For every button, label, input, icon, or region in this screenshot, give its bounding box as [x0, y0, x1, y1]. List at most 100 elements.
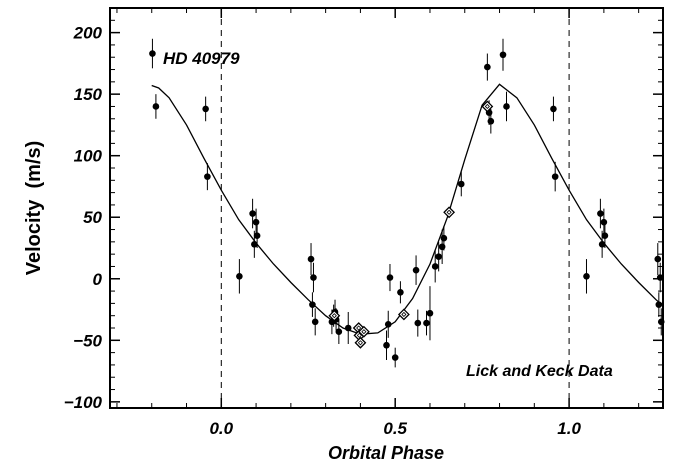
data-point	[597, 198, 604, 229]
y-tick-label: 200	[73, 24, 103, 43]
data-point-marker	[414, 319, 422, 327]
data-point-marker	[657, 318, 665, 326]
data-point	[310, 262, 317, 293]
y-axis-title: Velocity (m/s)	[23, 141, 45, 276]
data-point	[423, 310, 430, 336]
data-point	[391, 347, 399, 368]
x-tick-label: 0.0	[209, 419, 233, 438]
data-point	[654, 243, 662, 276]
data-point	[412, 255, 420, 285]
data-point	[252, 208, 260, 236]
data-point	[487, 108, 495, 134]
model-curve-layer	[151, 83, 664, 335]
data-point-marker	[310, 274, 317, 281]
data-point	[600, 208, 608, 236]
annotation-data-source: Lick and Keck Data	[466, 363, 613, 380]
x-tick-label: 1.0	[557, 419, 581, 438]
data-point-marker	[383, 341, 390, 349]
x-axis-title: Orbital Phase	[328, 443, 444, 463]
data-point-marker	[598, 241, 606, 248]
data-point	[657, 308, 665, 336]
data-point	[204, 163, 211, 191]
data-point-marker	[431, 263, 439, 270]
plot-frame	[109, 7, 664, 409]
x-tick-label: 0.5	[383, 419, 407, 438]
data-point-marker	[386, 274, 394, 281]
data-point-marker	[252, 218, 260, 226]
diamond-marker-outer	[328, 309, 341, 322]
diamond-point	[397, 308, 410, 321]
y-tick-label: 50	[83, 208, 102, 227]
data-point-marker	[309, 301, 316, 308]
data-point-marker	[426, 309, 434, 317]
diamond-marker-inner	[401, 311, 407, 318]
data-point-marker	[499, 51, 507, 59]
data-point-marker	[335, 328, 343, 335]
data-point-marker	[397, 289, 404, 296]
data-point-marker	[597, 210, 604, 217]
data-point-marker	[423, 319, 430, 327]
data-point-marker	[202, 105, 209, 113]
annotation-star-name: HD 40979	[163, 49, 240, 68]
data-point-marker	[583, 273, 590, 280]
diamond-marker-outer	[357, 325, 370, 338]
diamond-point	[328, 309, 341, 322]
diamond-point	[481, 100, 494, 113]
data-point-marker	[152, 103, 160, 110]
data-point	[550, 96, 557, 122]
data-point	[311, 308, 319, 336]
data-point-marker	[655, 301, 663, 308]
data-point	[383, 330, 390, 360]
diamond-marker-outer	[354, 336, 367, 349]
data-point	[253, 223, 261, 248]
data-point	[551, 161, 559, 192]
data-point	[384, 310, 392, 338]
data-point	[601, 223, 609, 248]
diamond-points-layer	[328, 100, 494, 349]
data-point-marker	[391, 354, 399, 361]
data-point-marker	[249, 210, 256, 217]
diamond-marker-outer	[481, 100, 494, 113]
diamond-marker-inner	[446, 209, 452, 215]
diamond-marker-inner	[356, 332, 362, 338]
data-point-marker	[251, 241, 258, 248]
data-point	[499, 38, 507, 71]
data-point	[344, 312, 352, 344]
data-point	[656, 262, 664, 293]
y-tick-label: 150	[74, 85, 103, 104]
data-point-marker	[307, 255, 315, 263]
data-point	[457, 171, 465, 197]
y-tick-label: 0	[93, 270, 103, 289]
data-point-marker	[550, 105, 557, 113]
data-point-marker	[600, 218, 608, 226]
data-point	[484, 53, 491, 81]
data-point-marker	[435, 253, 442, 260]
data-point-marker	[236, 273, 243, 280]
diamond-marker-inner	[361, 329, 367, 335]
data-point-marker	[551, 173, 559, 180]
diamond-point	[354, 336, 367, 349]
diamond-point	[357, 325, 370, 338]
data-point-marker	[601, 232, 609, 239]
data-points-layer	[149, 38, 665, 368]
data-point-marker	[412, 266, 420, 274]
data-point-marker	[487, 117, 495, 125]
diamond-marker-outer	[397, 308, 410, 321]
data-point-marker	[440, 234, 448, 242]
data-point-marker	[253, 232, 261, 239]
data-point	[655, 292, 663, 317]
data-point-marker	[384, 321, 392, 328]
data-point	[435, 241, 442, 272]
data-point-marker	[503, 103, 510, 110]
y-tick-label: −50	[73, 331, 102, 350]
y-tick-label: 100	[74, 147, 103, 166]
diamond-marker-inner	[357, 340, 363, 346]
data-point-marker	[484, 63, 491, 71]
data-point	[309, 292, 316, 317]
data-point	[202, 96, 209, 122]
data-point	[426, 286, 434, 341]
data-point-marker	[204, 173, 211, 180]
data-point	[397, 281, 404, 304]
data-point-marker	[344, 324, 352, 332]
